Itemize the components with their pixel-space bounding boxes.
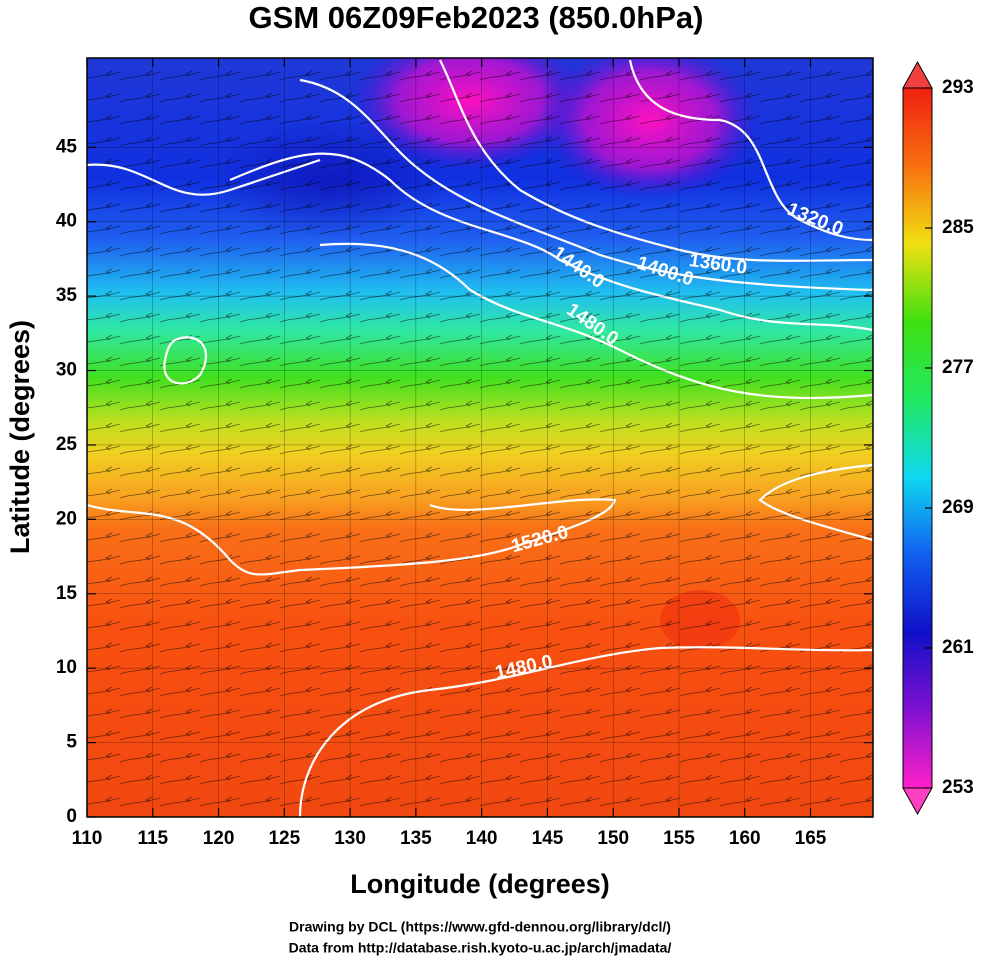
- colorbar-tick-label: 293: [942, 77, 974, 98]
- contour-line: [163, 336, 208, 385]
- y-tick-label: 45: [56, 136, 78, 157]
- credit: Drawing by DCL (https://www.gfd-dennou.o…: [289, 919, 671, 935]
- y-tick-label: 25: [56, 434, 78, 455]
- contour-line: [87, 498, 617, 576]
- x-axis-label: Longitude (degrees): [350, 869, 610, 899]
- colorbar-tick-label: 253: [942, 777, 974, 798]
- y-axis-label: Latitude (degrees): [5, 320, 35, 554]
- contour-line: [758, 463, 873, 542]
- colorbar-tick-label: 277: [942, 357, 974, 378]
- x-tick-label: 120: [203, 828, 235, 849]
- y-tick-label: 0: [66, 806, 77, 827]
- colorbar-tick-label: 269: [942, 497, 974, 518]
- x-tick-label: 115: [137, 828, 168, 849]
- contour-line: [439, 59, 873, 262]
- contour-line: [87, 158, 321, 196]
- colorbar-extend-top: [902, 60, 933, 89]
- streamlines: [87, 58, 873, 817]
- plot-area: [87, 58, 873, 817]
- contours: [87, 59, 873, 817]
- x-tick-label: 130: [334, 828, 366, 849]
- plot-frame: [86, 57, 874, 818]
- contour-line: [298, 646, 873, 817]
- contour-line: [319, 242, 873, 400]
- y-tick-label: 10: [56, 657, 77, 678]
- x-tick-label: 110: [72, 828, 103, 849]
- colorbar-tick-label: 285: [942, 217, 974, 238]
- x-tick-label: 140: [466, 828, 498, 849]
- colorbar-tick-label: 261: [942, 637, 974, 658]
- colorbar-extend-bottom: [902, 787, 933, 816]
- colorbar: [902, 87, 933, 789]
- x-tick-label: 160: [729, 828, 761, 849]
- y-tick-label: 15: [56, 583, 78, 604]
- y-tick-label: 40: [56, 211, 77, 232]
- credit: Data from http://database.rish.kyoto-u.a…: [289, 940, 672, 956]
- y-tick-label: 5: [66, 732, 77, 753]
- y-tick-label: 20: [56, 508, 77, 529]
- contour-line: [229, 152, 873, 332]
- chart-title: GSM 06Z09Feb2023 (850.0hPa): [249, 0, 704, 35]
- y-tick-label: 30: [56, 360, 77, 381]
- x-tick-label: 125: [268, 828, 300, 849]
- x-tick-label: 155: [663, 828, 695, 849]
- x-tick-label: 145: [532, 828, 564, 849]
- x-tick-label: 150: [597, 828, 629, 849]
- x-tick-label: 135: [400, 828, 432, 849]
- x-tick-label: 165: [795, 828, 827, 849]
- contour-line: [299, 78, 873, 292]
- contour-line: [628, 59, 873, 242]
- y-tick-label: 35: [56, 285, 78, 306]
